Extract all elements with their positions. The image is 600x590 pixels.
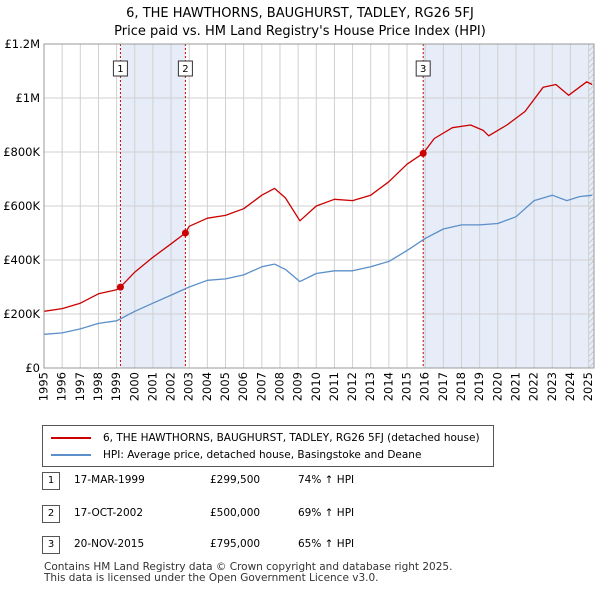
sale-date: 20-NOV-2015 [74, 538, 145, 550]
x-tick-label: 2019 [472, 372, 486, 401]
x-tick-label: 2017 [436, 372, 450, 401]
x-tick-label: 2003 [182, 372, 196, 401]
x-tick-label: 1999 [109, 372, 123, 401]
sale-hpi: 69% ↑ HPI [298, 507, 355, 519]
y-tick-label: £600K [3, 199, 40, 213]
sale-number: 1 [42, 472, 60, 490]
x-tick-label: 2021 [508, 372, 522, 401]
x-tick-label: 2010 [309, 372, 323, 401]
chart-subtitle: Price paid vs. HM Land Registry's House … [114, 24, 486, 39]
y-tick-label: £800K [3, 145, 40, 159]
sale-label-box: 3 [415, 60, 431, 77]
legend: 6, THE HAWTHORNS, BAUGHURST, TADLEY, RG2… [42, 425, 494, 467]
sale-number: 2 [42, 505, 60, 523]
x-tick-label: 2011 [327, 372, 341, 401]
y-tick-label: £1.2M [4, 37, 40, 51]
footer: Contains HM Land Registry data © Crown c… [44, 562, 452, 584]
legend-swatch-blue [51, 454, 91, 456]
x-tick-label: 2024 [563, 372, 577, 401]
footer-license: This data is licensed under the Open Gov… [44, 572, 379, 584]
legend-item-hpi: HPI: Average price, detached house, Basi… [51, 447, 421, 463]
sale-price: £795,000 [210, 538, 261, 550]
sale-point [116, 283, 124, 291]
x-tick-label: 2007 [254, 372, 268, 401]
x-tick-label: 2006 [236, 372, 250, 401]
x-tick-label: 2009 [291, 372, 305, 401]
x-tick-label: 2004 [200, 372, 214, 401]
sale-label-frame [415, 60, 431, 77]
x-tick-label: 1998 [91, 372, 105, 401]
x-tick-label: 2025 [581, 372, 595, 401]
sale-label-box: 2 [177, 60, 193, 77]
y-tick-label: £200K [3, 307, 40, 321]
sale-label-frame [177, 60, 193, 77]
x-tick-label: 2015 [400, 372, 414, 401]
plot-border [43, 43, 595, 369]
x-tick-label: 2022 [527, 372, 541, 401]
x-tick-label: 2016 [418, 372, 432, 401]
sale-label-number: 3 [420, 64, 426, 75]
sale-date: 17-MAR-1999 [74, 474, 145, 486]
sale-price: £500,000 [210, 507, 261, 519]
y-tick-label: £1M [15, 91, 40, 105]
x-tick-label: 2023 [545, 372, 559, 401]
y-tick-label: £400K [3, 253, 40, 267]
x-tick-label: 2000 [127, 372, 141, 401]
sale-point [181, 229, 189, 237]
footer-copyright: Contains HM Land Registry data © Crown c… [44, 561, 453, 573]
x-tick-label: 2014 [381, 372, 395, 401]
sale-number: 3 [42, 536, 60, 554]
series-line-hpi [43, 194, 593, 335]
x-tick-label: 1997 [73, 372, 87, 401]
series-line-property [43, 81, 593, 312]
chart-title: 6, THE HAWTHORNS, BAUGHURST, TADLEY, RG2… [126, 6, 474, 21]
sale-price: £299,500 [210, 474, 261, 486]
x-tick-label: 2013 [363, 372, 377, 401]
y-tick-label: £0 [25, 361, 40, 375]
sale-label-box: 1 [112, 60, 128, 77]
x-tick-label: 1996 [55, 372, 69, 401]
x-tick-label: 2001 [145, 372, 159, 401]
x-tick-label: 2002 [164, 372, 178, 401]
x-tick-label: 2005 [218, 372, 232, 401]
x-tick-label: 2020 [490, 372, 504, 401]
x-tick-label: 2018 [454, 372, 468, 401]
legend-label-hpi: HPI: Average price, detached house, Basi… [103, 449, 422, 461]
x-tick-label: 2008 [272, 372, 286, 401]
sale-label-number: 2 [182, 64, 188, 75]
sale-hpi: 74% ↑ HPI [298, 474, 355, 486]
sale-label-number: 1 [117, 64, 123, 75]
sale-point [419, 149, 427, 157]
sale-hpi: 65% ↑ HPI [298, 538, 355, 550]
legend-item-property: 6, THE HAWTHORNS, BAUGHURST, TADLEY, RG2… [51, 430, 480, 446]
legend-label-property: 6, THE HAWTHORNS, BAUGHURST, TADLEY, RG2… [103, 432, 480, 444]
sale-label-frame [112, 60, 128, 77]
x-tick-label: 1995 [37, 372, 51, 401]
legend-swatch-red [51, 437, 91, 439]
x-tick-label: 2012 [345, 372, 359, 401]
price-chart: 1 2 3 £0 £200K £400K £600K £800K £1M £1.2M 1995 19… [3, 37, 595, 401]
sale-date: 17-OCT-2002 [74, 507, 143, 519]
